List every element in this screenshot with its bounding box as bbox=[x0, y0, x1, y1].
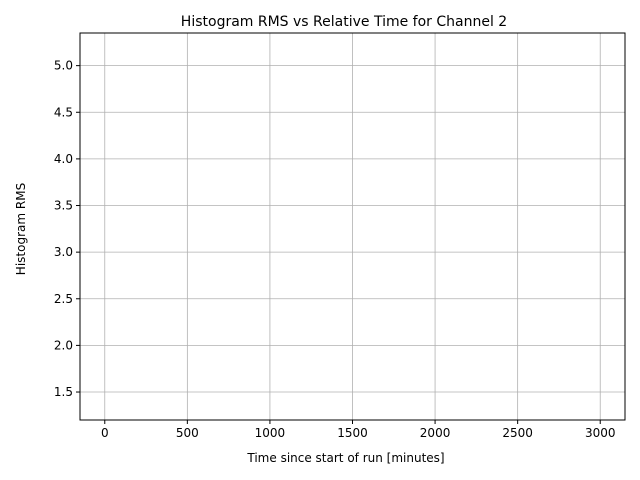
x-tick-label: 1000 bbox=[255, 426, 286, 440]
x-tick-label: 2500 bbox=[502, 426, 533, 440]
x-axis-label: Time since start of run [minutes] bbox=[246, 451, 444, 465]
x-tick-label: 1500 bbox=[337, 426, 368, 440]
y-axis-label: Histogram RMS bbox=[14, 183, 28, 275]
y-tick-label: 1.5 bbox=[54, 385, 73, 399]
y-tick-label: 4.5 bbox=[54, 105, 73, 119]
x-tick-label: 0 bbox=[101, 426, 109, 440]
y-tick-label: 5.0 bbox=[54, 59, 73, 73]
axis-ticks: 0 500 1000 1500 2000 2500 3000 1.5 2.0 2.5 3.0 3.5 4… bbox=[54, 59, 616, 440]
y-tick-label: 2.0 bbox=[54, 338, 73, 352]
chart-title: Histogram RMS vs Relative Time for Chann… bbox=[181, 14, 507, 30]
y-tick-label: 4.0 bbox=[54, 152, 73, 166]
y-tick-label: 3.0 bbox=[54, 245, 73, 259]
y-tick-label: 3.5 bbox=[54, 199, 73, 213]
x-tick-label: 2000 bbox=[420, 426, 451, 440]
grid bbox=[80, 33, 625, 420]
x-tick-label: 500 bbox=[176, 426, 199, 440]
y-tick-label: 2.5 bbox=[54, 292, 73, 306]
x-tick-label: 3000 bbox=[585, 426, 616, 440]
